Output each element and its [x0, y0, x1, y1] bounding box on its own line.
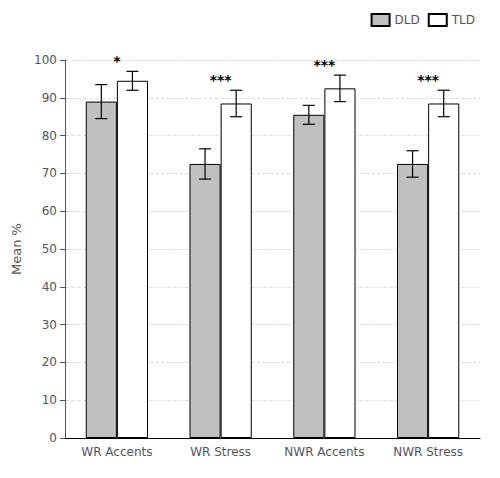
svg-text:0: 0 — [49, 431, 57, 445]
svg-text:90: 90 — [42, 91, 57, 105]
svg-text:Mean %: Mean % — [9, 223, 24, 275]
svg-text:60: 60 — [42, 204, 57, 218]
svg-text:10: 10 — [42, 393, 57, 407]
svg-text:40: 40 — [42, 280, 57, 294]
svg-text:***: *** — [210, 72, 233, 88]
svg-text:NWR Stress: NWR Stress — [393, 445, 463, 459]
svg-text:NWR Accents: NWR Accents — [284, 445, 364, 459]
svg-text:30: 30 — [42, 318, 57, 332]
svg-text:DLD: DLD — [395, 13, 420, 27]
svg-text:*: * — [113, 53, 121, 69]
svg-text:80: 80 — [42, 129, 57, 143]
svg-text:TLD: TLD — [451, 13, 475, 27]
svg-text:WR Accents: WR Accents — [81, 445, 152, 459]
svg-text:50: 50 — [42, 242, 57, 256]
svg-text:20: 20 — [42, 355, 57, 369]
svg-text:***: *** — [417, 72, 440, 88]
svg-text:WR Stress: WR Stress — [190, 445, 251, 459]
svg-text:100: 100 — [34, 53, 57, 67]
svg-text:70: 70 — [42, 166, 57, 180]
svg-text:***: *** — [313, 57, 336, 73]
